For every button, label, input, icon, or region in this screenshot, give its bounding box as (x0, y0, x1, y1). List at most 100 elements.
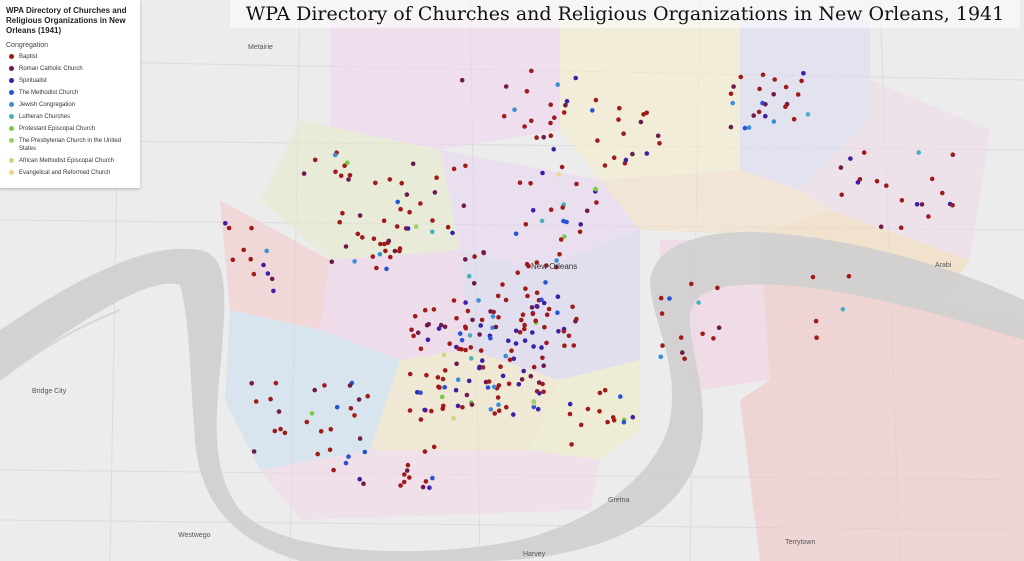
church-marker[interactable] (394, 224, 400, 229)
church-marker[interactable] (556, 329, 561, 334)
church-marker[interactable] (616, 117, 621, 122)
church-marker[interactable] (567, 401, 573, 407)
church-marker[interactable] (397, 248, 402, 254)
church-marker[interactable] (529, 305, 535, 310)
church-marker[interactable] (539, 218, 545, 224)
church-marker[interactable] (401, 479, 407, 485)
church-marker[interactable] (423, 479, 429, 484)
church-marker[interactable] (805, 112, 811, 117)
church-marker[interactable] (571, 343, 577, 348)
church-marker[interactable] (799, 78, 804, 84)
church-marker[interactable] (422, 407, 427, 413)
church-marker[interactable] (436, 326, 442, 331)
church-marker[interactable] (468, 345, 474, 350)
church-marker[interactable] (530, 311, 536, 317)
church-marker[interactable] (577, 229, 583, 235)
church-marker[interactable] (500, 373, 506, 379)
church-marker[interactable] (597, 390, 603, 396)
church-marker[interactable] (801, 71, 806, 76)
church-marker[interactable] (517, 180, 523, 185)
church-marker[interactable] (540, 170, 545, 176)
church-marker[interactable] (540, 355, 545, 361)
church-marker[interactable] (574, 181, 579, 187)
church-marker[interactable] (751, 113, 756, 118)
church-marker[interactable] (522, 124, 527, 129)
church-marker[interactable] (251, 449, 257, 454)
church-marker[interactable] (611, 155, 617, 160)
church-marker[interactable] (463, 347, 468, 353)
church-marker[interactable] (431, 444, 437, 450)
church-marker[interactable] (506, 338, 511, 344)
church-marker[interactable] (430, 229, 435, 235)
church-marker[interactable] (667, 296, 672, 301)
church-marker[interactable] (563, 103, 568, 108)
church-marker[interactable] (926, 214, 931, 219)
church-marker[interactable] (441, 403, 446, 409)
church-marker[interactable] (523, 222, 529, 227)
church-marker[interactable] (562, 234, 567, 239)
church-marker[interactable] (272, 428, 278, 434)
church-marker[interactable] (564, 99, 570, 104)
church-marker[interactable] (261, 262, 266, 268)
church-marker[interactable] (346, 454, 351, 459)
church-marker[interactable] (535, 406, 541, 412)
church-marker[interactable] (226, 225, 232, 231)
church-marker[interactable] (760, 72, 766, 78)
church-marker[interactable] (840, 307, 846, 312)
church-marker[interactable] (435, 375, 441, 380)
church-marker[interactable] (386, 238, 392, 244)
church-marker[interactable] (407, 408, 413, 413)
church-marker[interactable] (378, 241, 383, 247)
church-marker[interactable] (839, 192, 844, 198)
church-marker[interactable] (543, 280, 548, 285)
church-marker[interactable] (534, 260, 540, 265)
church-marker[interactable] (357, 213, 363, 218)
church-marker[interactable] (515, 270, 520, 276)
church-marker[interactable] (407, 475, 412, 480)
church-marker[interactable] (738, 74, 744, 80)
church-marker[interactable] (424, 372, 429, 378)
church-marker[interactable] (454, 316, 459, 321)
church-marker[interactable] (407, 371, 413, 377)
church-marker[interactable] (763, 113, 768, 119)
church-marker[interactable] (496, 408, 502, 414)
church-marker[interactable] (791, 116, 797, 122)
church-marker[interactable] (466, 378, 472, 384)
church-marker[interactable] (950, 152, 956, 157)
church-marker[interactable] (602, 387, 608, 393)
church-marker[interactable] (491, 384, 497, 390)
church-marker[interactable] (556, 172, 562, 177)
church-marker[interactable] (338, 173, 344, 179)
church-marker[interactable] (420, 484, 426, 490)
church-marker[interactable] (253, 399, 259, 404)
church-marker[interactable] (347, 383, 353, 388)
church-marker[interactable] (442, 368, 448, 373)
church-marker[interactable] (593, 97, 599, 103)
church-marker[interactable] (328, 427, 334, 432)
church-marker[interactable] (531, 404, 537, 410)
church-marker[interactable] (322, 383, 327, 388)
church-marker[interactable] (682, 356, 687, 362)
church-marker[interactable] (531, 364, 537, 370)
church-marker[interactable] (548, 207, 554, 212)
church-marker[interactable] (526, 263, 531, 269)
church-marker[interactable] (398, 206, 403, 212)
church-marker[interactable] (655, 133, 661, 139)
church-marker[interactable] (728, 91, 734, 97)
church-marker[interactable] (347, 173, 353, 178)
church-marker[interactable] (271, 288, 276, 294)
church-marker[interactable] (465, 308, 471, 314)
church-marker[interactable] (455, 403, 461, 409)
church-marker[interactable] (459, 337, 465, 343)
church-marker[interactable] (520, 312, 526, 318)
church-marker[interactable] (230, 257, 236, 263)
church-marker[interactable] (504, 404, 509, 410)
church-marker[interactable] (559, 164, 565, 170)
church-marker[interactable] (528, 181, 533, 186)
church-marker[interactable] (658, 295, 664, 301)
church-marker[interactable] (343, 460, 349, 466)
church-marker[interactable] (312, 387, 318, 393)
church-marker[interactable] (398, 483, 403, 488)
church-marker[interactable] (533, 318, 538, 324)
church-marker[interactable] (384, 266, 389, 272)
